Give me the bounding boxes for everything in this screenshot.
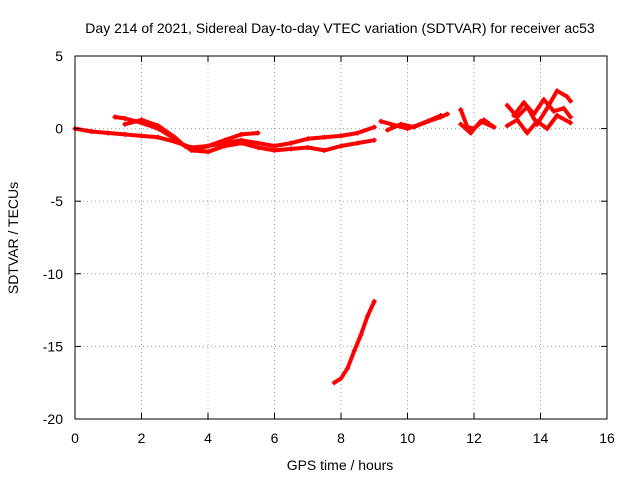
- data-point: [478, 118, 484, 124]
- data-point: [564, 94, 570, 100]
- data-point: [378, 118, 384, 124]
- series-trace-c: [122, 117, 260, 153]
- data-point: [444, 111, 450, 117]
- data-point: [371, 137, 377, 143]
- data-point: [551, 108, 557, 114]
- data-point: [238, 140, 244, 146]
- data-point: [385, 127, 391, 133]
- data-point: [205, 143, 211, 149]
- data-point: [155, 134, 161, 140]
- data-point: [514, 117, 520, 123]
- x-tick-label: 6: [271, 430, 279, 446]
- data-point: [458, 121, 464, 127]
- data-point: [561, 105, 567, 111]
- data-point: [112, 114, 118, 120]
- chart-title: Day 214 of 2021, Sidereal Day-to-day VTE…: [85, 20, 595, 36]
- data-point: [438, 113, 444, 119]
- data-point: [541, 97, 547, 103]
- y-tick-label: -20: [43, 411, 63, 427]
- data-point: [524, 130, 530, 136]
- data-point: [288, 146, 294, 152]
- data-point: [139, 117, 144, 123]
- data-point: [255, 140, 261, 146]
- x-axis-label: GPS time / hours: [287, 457, 394, 473]
- data-point: [305, 144, 311, 150]
- data-point: [205, 149, 211, 155]
- data-point: [358, 332, 364, 338]
- data-point: [398, 121, 404, 127]
- data-point: [222, 137, 228, 143]
- x-tick-label: 16: [599, 430, 615, 446]
- data-point: [338, 375, 344, 381]
- data-point: [122, 115, 128, 121]
- data-point: [554, 88, 560, 94]
- data-point: [365, 313, 371, 319]
- data-point: [355, 130, 361, 136]
- data-point: [272, 147, 277, 153]
- x-tick-label: 10: [400, 430, 416, 446]
- data-point: [272, 143, 277, 149]
- x-tick-label: 12: [466, 430, 482, 446]
- data-point: [468, 130, 474, 136]
- data-point: [351, 348, 357, 354]
- data-point: [238, 131, 244, 137]
- series-trace-i: [505, 88, 573, 127]
- data-point: [105, 130, 111, 136]
- data-point: [424, 118, 430, 124]
- data-point: [255, 130, 261, 136]
- data-point: [192, 147, 198, 153]
- data-point: [338, 143, 344, 149]
- x-tick-label: 14: [533, 430, 549, 446]
- data-point: [331, 380, 337, 386]
- x-tick-label: 4: [204, 430, 212, 446]
- x-tick-label: 8: [337, 430, 345, 446]
- data-point: [255, 144, 261, 150]
- x-tick-label: 2: [138, 430, 146, 446]
- data-point: [511, 113, 517, 119]
- data-point: [388, 121, 394, 127]
- data-point: [554, 113, 560, 119]
- data-point: [139, 133, 144, 139]
- data-point: [504, 102, 510, 108]
- data-point: [544, 126, 550, 132]
- data-point: [122, 121, 128, 127]
- y-tick-label: -15: [43, 338, 63, 354]
- data-point: [458, 107, 464, 113]
- data-point: [504, 123, 510, 129]
- data-point: [411, 124, 417, 130]
- data-point: [305, 136, 311, 142]
- data-point: [321, 134, 327, 140]
- data-layer: [72, 88, 573, 386]
- data-point: [521, 99, 527, 105]
- series-trace-h: [458, 119, 496, 135]
- data-point: [288, 140, 294, 146]
- y-axis-label: SDTVAR / TECUs: [5, 182, 21, 294]
- data-point: [155, 123, 161, 129]
- data-point: [371, 298, 377, 304]
- y-tick-label: 5: [55, 48, 63, 64]
- data-point: [567, 120, 573, 126]
- data-point: [222, 143, 228, 149]
- data-point: [182, 143, 188, 149]
- data-point: [338, 133, 344, 139]
- data-point: [534, 118, 540, 124]
- data-point: [321, 147, 327, 153]
- data-point: [567, 98, 573, 104]
- data-point: [355, 140, 361, 146]
- data-point: [172, 134, 178, 140]
- y-tick-label: 0: [55, 121, 63, 137]
- data-point: [89, 129, 95, 135]
- data-point: [491, 124, 497, 130]
- y-tick-label: -10: [43, 266, 63, 282]
- data-point: [531, 111, 537, 117]
- data-point: [567, 114, 573, 120]
- data-point: [122, 131, 128, 137]
- data-point: [371, 124, 377, 130]
- x-tick-label: 0: [71, 430, 79, 446]
- data-point: [345, 365, 351, 371]
- y-tick-label: -5: [51, 193, 64, 209]
- axis-ticks: 0 2 4 6 8 10 12 14 16 5 0 -5 -10 -15 -20: [43, 48, 615, 446]
